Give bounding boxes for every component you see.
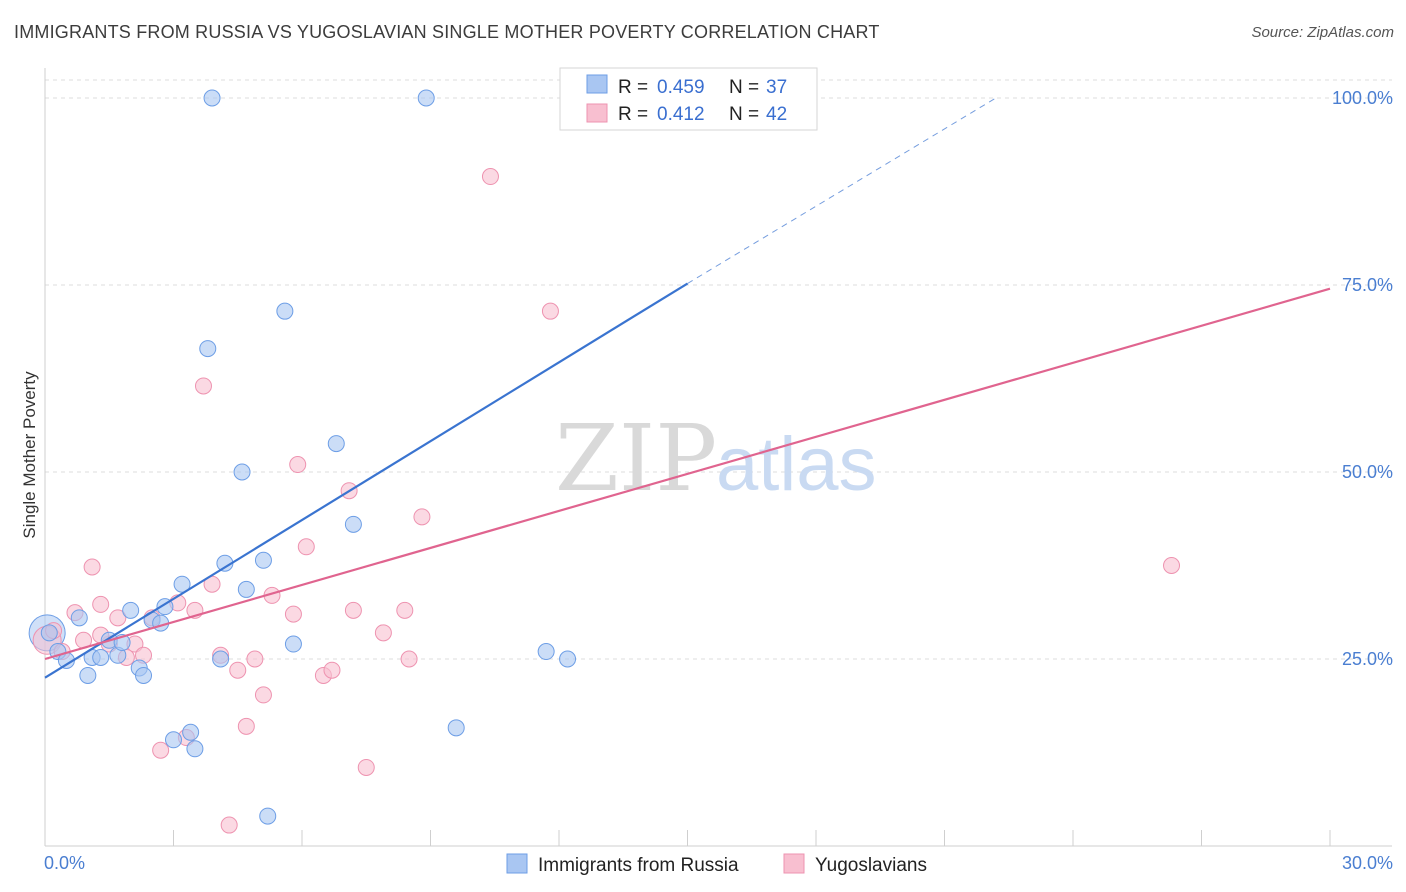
data-point-yugoslavians-16: [194, 377, 212, 395]
data-point-russia-17: [165, 731, 182, 749]
data-point-yugoslavians-25: [289, 456, 307, 474]
x-tick-label-0: 0.0%: [44, 853, 85, 873]
grid-lines: [45, 79, 1392, 660]
y-tick-labels: 25.0% 50.0% 75.0% 100.0%: [1332, 88, 1393, 669]
legend-swatch-yugoslavians: [586, 103, 608, 123]
y-axis-label: Single Mother Poverty: [20, 371, 39, 539]
data-point-yugoslavians-20: [229, 661, 247, 679]
legend-box: R = 0.459 N = 37 R = 0.412 N = 42: [559, 67, 818, 131]
data-point-russia-19: [186, 740, 204, 758]
data-points: [28, 89, 1181, 834]
data-point-yugoslavians-7: [109, 609, 127, 627]
data-point-yugoslavians-35: [413, 508, 431, 526]
data-point-russia-22: [212, 650, 230, 668]
bottom-legend-swatch-yugoslavians: [783, 853, 805, 874]
data-point-yugoslavians-4: [83, 558, 101, 576]
data-point-yugoslavians-5: [92, 595, 110, 613]
chart-title: IMMIGRANTS FROM RUSSIA VS YUGOSLAVIAN SI…: [14, 22, 880, 42]
bottom-legend-label-russia: Immigrants from Russia: [538, 855, 739, 876]
data-point-yugoslavians-12: [152, 741, 170, 759]
legend-r-label-1: R =: [618, 77, 648, 98]
data-point-yugoslavians-36: [481, 168, 499, 186]
trendline-yugoslavians: [44, 287, 1331, 661]
data-point-russia-31: [344, 515, 362, 533]
x-tick-label-1: 30.0%: [1342, 853, 1393, 873]
data-point-yugoslavians-41: [284, 605, 302, 623]
data-point-russia-36: [559, 650, 577, 668]
data-point-russia-34: [537, 643, 555, 661]
data-point-russia-33: [447, 719, 465, 737]
legend-n-value-1: 37: [766, 77, 787, 98]
data-point-russia-20: [199, 340, 217, 358]
data-point-russia-3: [70, 609, 88, 627]
data-point-russia-30: [327, 435, 345, 453]
y-tick-label-2: 75.0%: [1342, 275, 1393, 295]
bottom-legend: Immigrants from Russia Yugoslavians: [506, 853, 927, 876]
y-tick-label-0: 25.0%: [1342, 649, 1393, 669]
data-point-yugoslavians-31: [357, 758, 375, 776]
legend-r-value-2: 0.412: [657, 104, 705, 125]
data-point-russia-24: [233, 463, 251, 481]
data-point-yugoslavians-39: [1163, 557, 1181, 574]
data-point-russia-6: [92, 649, 110, 667]
data-point-russia-12: [135, 666, 153, 684]
source-label: Source: ZipAtlas.com: [1251, 24, 1394, 41]
axes: [44, 68, 1392, 847]
data-point-russia-18: [182, 723, 200, 741]
data-point-yugoslavians-33: [396, 601, 414, 619]
legend-n-value-2: 42: [766, 104, 787, 125]
watermark: ZIP atlas: [555, 405, 877, 512]
legend-r-label-2: R =: [618, 104, 648, 125]
watermark-zip: ZIP: [555, 405, 717, 512]
data-point-russia-25: [237, 580, 255, 598]
y-tick-label-1: 50.0%: [1342, 462, 1393, 482]
data-point-russia-28: [276, 302, 294, 320]
watermark-atlas: atlas: [716, 422, 877, 507]
x-tick-labels: 0.0% 30.0%: [44, 853, 1393, 873]
data-point-yugoslavians-21: [237, 717, 255, 735]
data-point-yugoslavians-37: [541, 302, 559, 320]
legend-n-label-1: N =: [729, 77, 759, 98]
data-point-yugoslavians-23: [254, 686, 272, 704]
data-point-yugoslavians-28: [323, 661, 341, 679]
data-point-russia-0: [40, 624, 58, 642]
data-point-russia-10: [122, 601, 140, 619]
trend-lines: [44, 97, 1331, 679]
bottom-legend-label-yugoslavians: Yugoslavians: [815, 855, 927, 876]
data-point-russia-4: [79, 666, 97, 684]
bottom-legend-swatch-russia: [506, 853, 528, 874]
trendline-russia-extension: [687, 97, 997, 284]
data-point-yugoslavians-30: [344, 601, 362, 619]
data-point-russia-27: [259, 807, 277, 825]
y-tick-label-3: 100.0%: [1332, 88, 1393, 108]
data-point-yugoslavians-19: [220, 816, 238, 834]
legend-swatch-russia: [586, 74, 608, 94]
data-point-yugoslavians-22: [246, 650, 264, 668]
data-point-russia-21: [203, 89, 221, 107]
data-point-russia-29: [284, 635, 302, 653]
data-point-russia-32: [417, 89, 435, 107]
data-point-russia-16: [173, 575, 191, 593]
data-point-russia-26: [254, 551, 272, 569]
legend-r-value-1: 0.459: [657, 77, 705, 98]
data-point-yugoslavians-34: [400, 650, 418, 668]
trendline-russia: [44, 282, 689, 679]
data-point-yugoslavians-32: [374, 624, 392, 642]
legend-n-label-2: N =: [729, 104, 759, 125]
data-point-yugoslavians-26: [297, 538, 315, 556]
